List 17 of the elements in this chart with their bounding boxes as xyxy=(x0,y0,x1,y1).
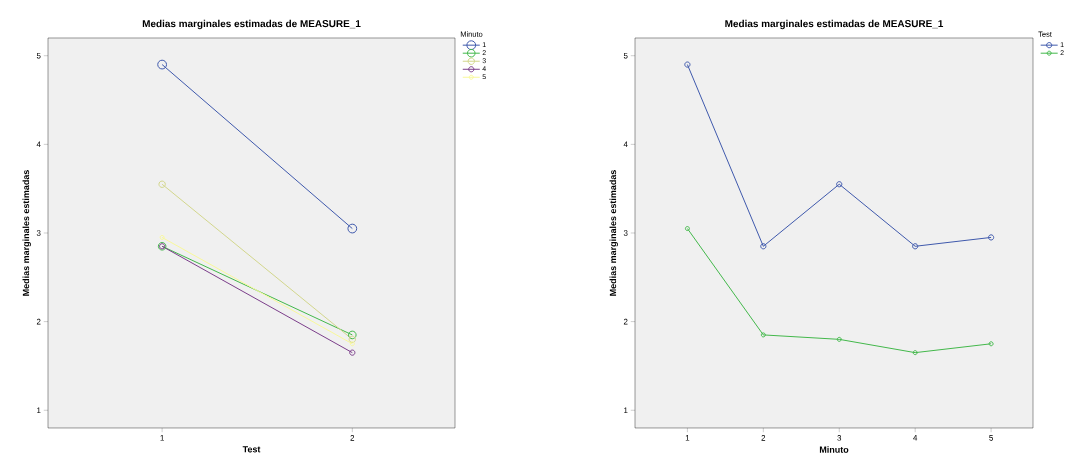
point xyxy=(348,335,356,344)
point xyxy=(760,332,766,338)
point xyxy=(836,181,843,188)
x-axis-title: Minuto xyxy=(819,446,849,453)
point xyxy=(760,243,767,250)
point xyxy=(158,180,166,188)
point xyxy=(347,223,358,234)
point xyxy=(836,336,842,342)
point xyxy=(348,330,357,340)
x-axis-title: Test xyxy=(242,446,261,453)
chart-title: Medias marginales estimadas de MEASURE_1 xyxy=(725,19,944,30)
y-axis-title: Medias marginales estimadas xyxy=(22,170,31,296)
point xyxy=(157,59,168,70)
point xyxy=(912,350,918,356)
chart-title: Medias marginales estimadas de MEASURE_1 xyxy=(142,19,361,30)
y-axis-title: Medias marginales estimadas xyxy=(609,170,618,296)
point xyxy=(912,243,919,250)
